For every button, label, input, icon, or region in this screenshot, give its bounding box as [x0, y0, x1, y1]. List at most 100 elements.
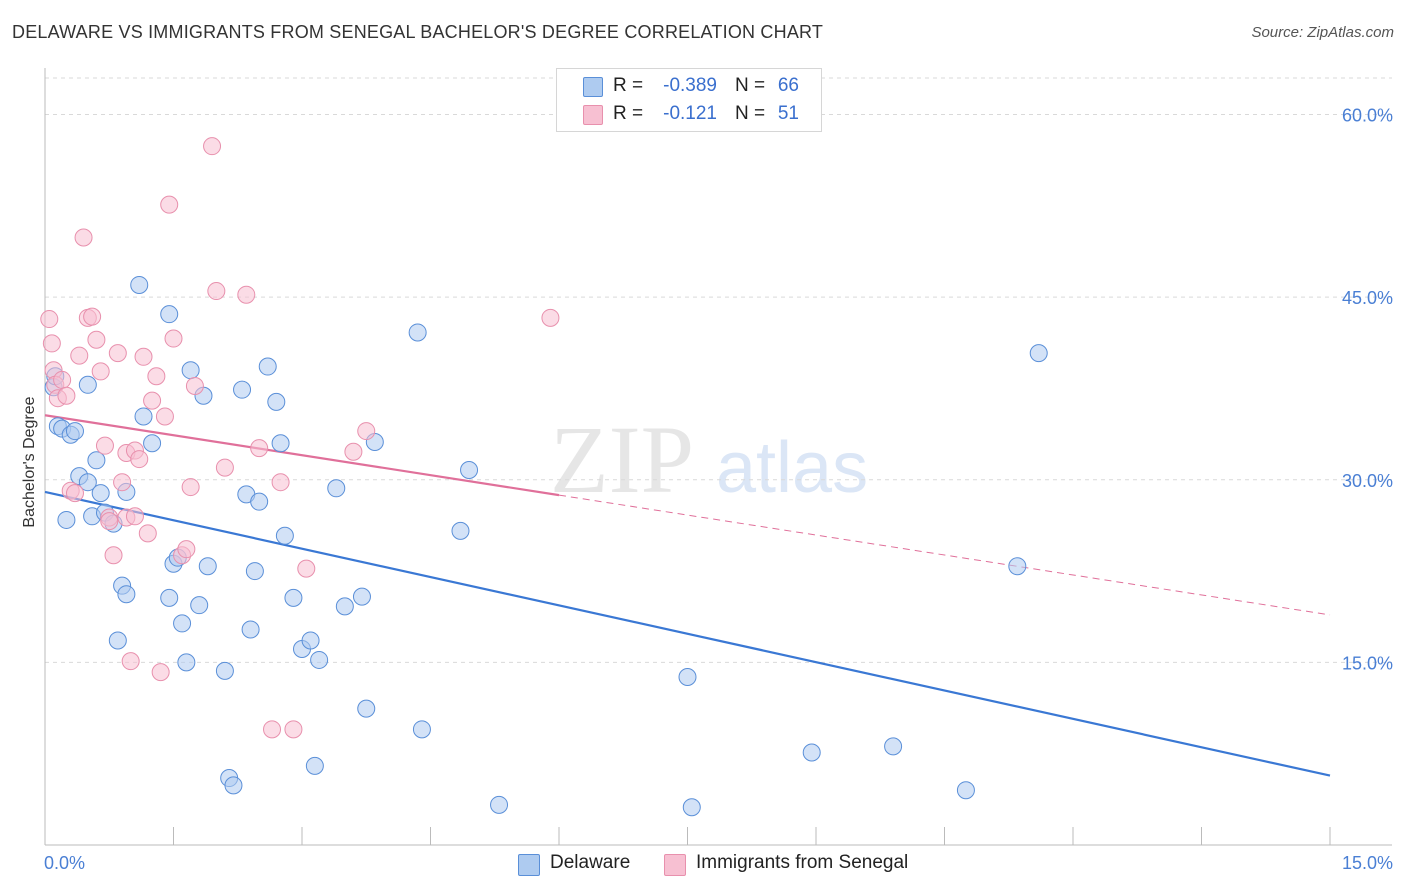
- senegal-trend-line: [44, 414, 560, 497]
- delaware-point: [408, 323, 427, 342]
- delaware-point: [490, 795, 509, 814]
- delaware-point: [91, 484, 110, 503]
- delaware-point: [241, 620, 260, 639]
- n-label: N =: [735, 103, 766, 124]
- delaware-point: [884, 737, 903, 756]
- delaware-point: [160, 305, 179, 324]
- delaware-point: [357, 699, 376, 718]
- data-points: [40, 137, 1048, 817]
- senegal-point: [143, 391, 162, 410]
- delaware-point: [198, 557, 217, 576]
- senegal-point: [65, 484, 84, 503]
- senegal-point: [164, 329, 183, 348]
- senegal-point: [160, 195, 179, 214]
- delaware-point: [57, 510, 76, 529]
- senegal-swatch: [583, 105, 603, 125]
- senegal-point: [40, 310, 59, 329]
- senegal-point: [185, 377, 204, 396]
- delaware-point: [130, 275, 149, 294]
- senegal-point: [87, 330, 106, 349]
- senegal-point: [181, 478, 200, 497]
- senegal-point: [53, 370, 72, 389]
- x-tick-label: 15.0%: [1342, 853, 1393, 873]
- senegal-point: [95, 436, 114, 455]
- senegal-point: [125, 507, 144, 526]
- delaware-point: [78, 375, 97, 394]
- trend-lines: [44, 414, 1331, 777]
- stats-row-senegal: R = -0.121 N = 51: [557, 100, 821, 128]
- senegal-point: [130, 450, 149, 469]
- delaware-point: [190, 596, 209, 615]
- y-tick-label: 45.0%: [1342, 288, 1393, 308]
- senegal-point: [237, 285, 256, 304]
- delaware-point: [65, 422, 84, 441]
- senegal-point: [83, 307, 102, 326]
- senegal-swatch: [664, 854, 686, 876]
- legend-label: Immigrants from Senegal: [696, 852, 909, 873]
- senegal-point: [263, 720, 282, 739]
- delaware-point: [284, 588, 303, 607]
- source-label: Source: ZipAtlas.com: [1251, 24, 1394, 41]
- delaware-swatch: [583, 77, 603, 97]
- senegal-point: [104, 546, 123, 565]
- delaware-point: [215, 661, 234, 680]
- delaware-point: [258, 357, 277, 376]
- senegal-point: [138, 524, 157, 543]
- delaware-point: [460, 461, 479, 480]
- senegal-point: [155, 407, 174, 426]
- watermark-zip: ZIP: [550, 406, 694, 513]
- delaware-point: [143, 434, 162, 453]
- senegal-point: [271, 473, 290, 492]
- delaware-point: [956, 781, 975, 800]
- senegal-point: [215, 458, 234, 477]
- senegal-point: [297, 559, 316, 578]
- delaware-point: [352, 587, 371, 606]
- correlation-stats-box: R = -0.389 N = 66 R = -0.121 N = 51: [556, 68, 822, 132]
- delaware-point: [108, 631, 127, 650]
- delaware-trend-line: [44, 490, 1331, 777]
- chart-title: DELAWARE VS IMMIGRANTS FROM SENEGAL BACH…: [12, 22, 824, 42]
- delaware-point: [275, 526, 294, 545]
- senegal-point: [344, 442, 363, 461]
- delaware-point: [177, 653, 196, 672]
- tick-labels: 15.0% 30.0% 45.0% 60.0% 0.0% 15.0%: [44, 106, 1393, 873]
- n-value: 51: [777, 103, 799, 124]
- delaware-point: [181, 361, 200, 380]
- delaware-swatch: [518, 854, 540, 876]
- delaware-point: [233, 380, 252, 399]
- delaware-point: [87, 451, 106, 470]
- senegal-point: [203, 137, 222, 156]
- stats-row-delaware: R = -0.389 N = 66: [557, 72, 821, 100]
- axes: [44, 68, 1392, 846]
- senegal-point: [357, 422, 376, 441]
- watermark: ZIP atlas: [550, 406, 868, 513]
- senegal-point: [70, 346, 89, 365]
- delaware-point: [301, 631, 320, 650]
- senegal-point: [207, 282, 226, 301]
- senegal-point: [284, 720, 303, 739]
- senegal-point: [100, 512, 119, 531]
- delaware-point: [117, 585, 136, 604]
- delaware-point: [173, 614, 192, 633]
- delaware-point: [335, 597, 354, 616]
- delaware-point: [310, 650, 329, 669]
- delaware-point: [78, 473, 97, 492]
- delaware-point: [267, 392, 286, 411]
- senegal-point: [134, 347, 153, 366]
- senegal-point: [57, 386, 76, 405]
- delaware-point: [245, 562, 264, 581]
- delaware-point: [305, 756, 324, 775]
- y-tick-label: 15.0%: [1342, 653, 1393, 673]
- senegal-point: [74, 228, 93, 247]
- delaware-point: [250, 492, 269, 511]
- delaware-point: [271, 434, 290, 453]
- senegal-point: [147, 367, 166, 386]
- delaware-point: [134, 407, 153, 426]
- n-label: N =: [735, 75, 766, 96]
- delaware-point: [451, 521, 470, 540]
- senegal-trend-line-extension: [558, 494, 1331, 616]
- legend-label: Delaware: [550, 852, 631, 873]
- y-tick-label: 60.0%: [1342, 106, 1393, 126]
- senegal-point: [541, 308, 560, 327]
